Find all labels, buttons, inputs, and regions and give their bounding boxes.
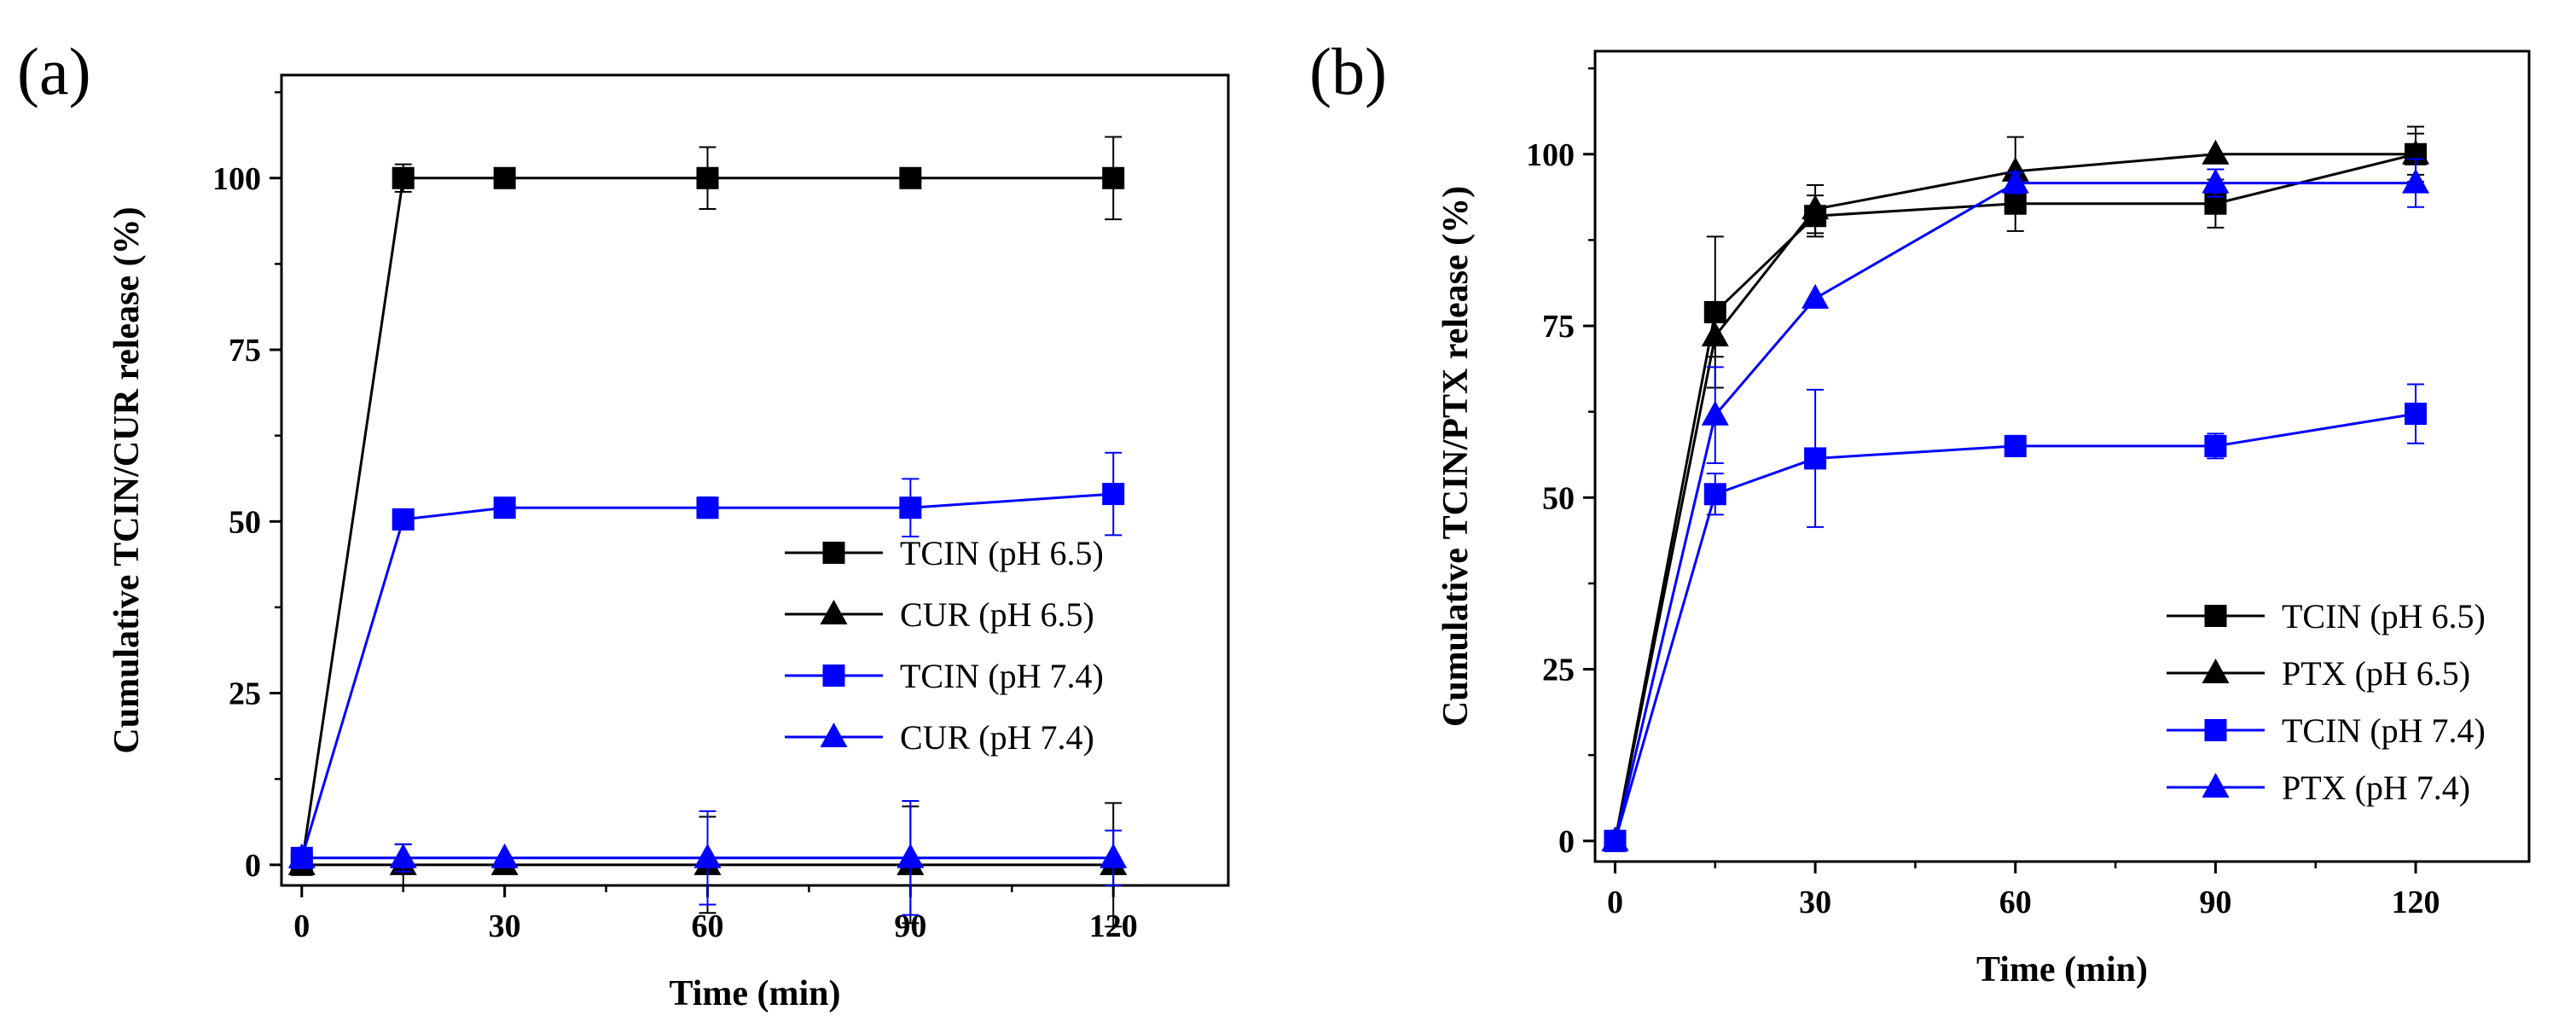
data-point	[493, 496, 516, 519]
x-tick-label: 60	[692, 908, 724, 944]
series-ptx-ph-7-4	[1601, 158, 2430, 851]
data-point	[493, 166, 516, 189]
y-tick-label: 0	[1558, 824, 1575, 860]
legend-marker	[822, 664, 845, 687]
data-point	[1102, 483, 1125, 506]
data-point	[2001, 168, 2029, 194]
data-point	[389, 843, 417, 868]
y-tick-label: 0	[245, 848, 261, 884]
series-line	[300, 177, 1114, 866]
y-axis-title: Cumulative TCIN/CUR release (%)	[107, 206, 147, 753]
data-point	[1701, 322, 1729, 347]
y-tick-label: 50	[1542, 480, 1575, 516]
legend-marker	[2202, 659, 2230, 683]
legend-label: CUR (pH 6.5)	[900, 595, 1094, 634]
legend-label: TCIN (pH 7.4)	[900, 657, 1104, 695]
x-axis-title: Time (min)	[1976, 950, 2148, 989]
y-tick-label: 75	[229, 333, 261, 369]
data-point	[1801, 283, 1830, 309]
data-point	[2204, 434, 2227, 457]
legend-marker	[2204, 719, 2227, 741]
x-tick-label: 90	[2199, 885, 2231, 920]
y-tick-label: 100	[212, 161, 261, 197]
y-tick-label: 75	[1542, 309, 1575, 345]
data-point	[899, 166, 922, 189]
panel-b: (b) 0 30 60 90 120 0 25 50 75 100 Time (min) Cumulat…	[1309, 34, 2531, 989]
data-point	[1801, 194, 1830, 220]
legend-label: CUR (pH 7.4)	[900, 718, 1094, 757]
data-point	[1601, 826, 1629, 851]
legend-marker	[822, 542, 845, 564]
data-point	[490, 843, 519, 868]
data-point	[287, 843, 316, 868]
x-tick-label: 0	[293, 908, 310, 944]
legend-label: PTX (pH 6.5)	[2282, 654, 2470, 693]
plot-frame	[1593, 49, 2531, 863]
data-point	[693, 843, 722, 868]
x-tick-label: 0	[1607, 885, 1623, 920]
x-tick-label: 60	[1999, 885, 2032, 920]
panel-label: (a)	[17, 34, 91, 108]
series-line	[1613, 153, 2416, 842]
y-tick-label: 25	[229, 676, 261, 712]
x-tick-label: 30	[1799, 885, 1831, 920]
y-axis-title: Cumulative TCIN/PTX release (%)	[1436, 186, 1476, 727]
data-point	[2202, 168, 2230, 194]
legend-label: TCIN (pH 6.5)	[900, 534, 1104, 572]
legend-marker	[2204, 605, 2227, 627]
series-line	[1614, 182, 2416, 842]
y-tick-label: 100	[1526, 137, 1575, 173]
data-point	[2202, 139, 2230, 165]
data-point	[2402, 168, 2430, 194]
legend-label: TCIN (pH 7.4)	[2282, 711, 2486, 750]
legend-marker	[2202, 773, 2230, 798]
y-tick-label: 50	[229, 504, 261, 540]
data-point	[392, 508, 415, 531]
legend-label: PTX (pH 7.4)	[2282, 769, 2470, 807]
x-tick-label: 120	[2392, 885, 2440, 920]
data-point	[696, 496, 719, 519]
series-line	[1613, 153, 2416, 842]
data-point	[1099, 843, 1128, 868]
x-tick-label: 30	[489, 908, 521, 944]
series-line	[300, 492, 1114, 859]
data-point	[896, 843, 925, 868]
data-point	[2405, 403, 2428, 426]
panel-label: (b)	[1309, 34, 1387, 108]
data-point	[1102, 166, 1125, 189]
data-point	[899, 496, 922, 519]
data-point	[1804, 447, 1827, 470]
data-point	[392, 166, 415, 189]
data-point	[2004, 434, 2027, 457]
y-tick-label: 25	[1542, 653, 1575, 688]
data-point	[1701, 400, 1729, 426]
plot-frame	[280, 73, 1230, 887]
data-point	[1703, 483, 1726, 506]
legend-label: TCIN (pH 6.5)	[2282, 597, 2486, 635]
series-line	[1614, 412, 2416, 842]
series-cur-ph-7-4	[287, 799, 1128, 916]
legend-marker	[820, 600, 848, 624]
x-axis-title: Time (min)	[669, 974, 840, 1013]
legend-marker	[820, 723, 848, 747]
data-point	[696, 166, 719, 189]
